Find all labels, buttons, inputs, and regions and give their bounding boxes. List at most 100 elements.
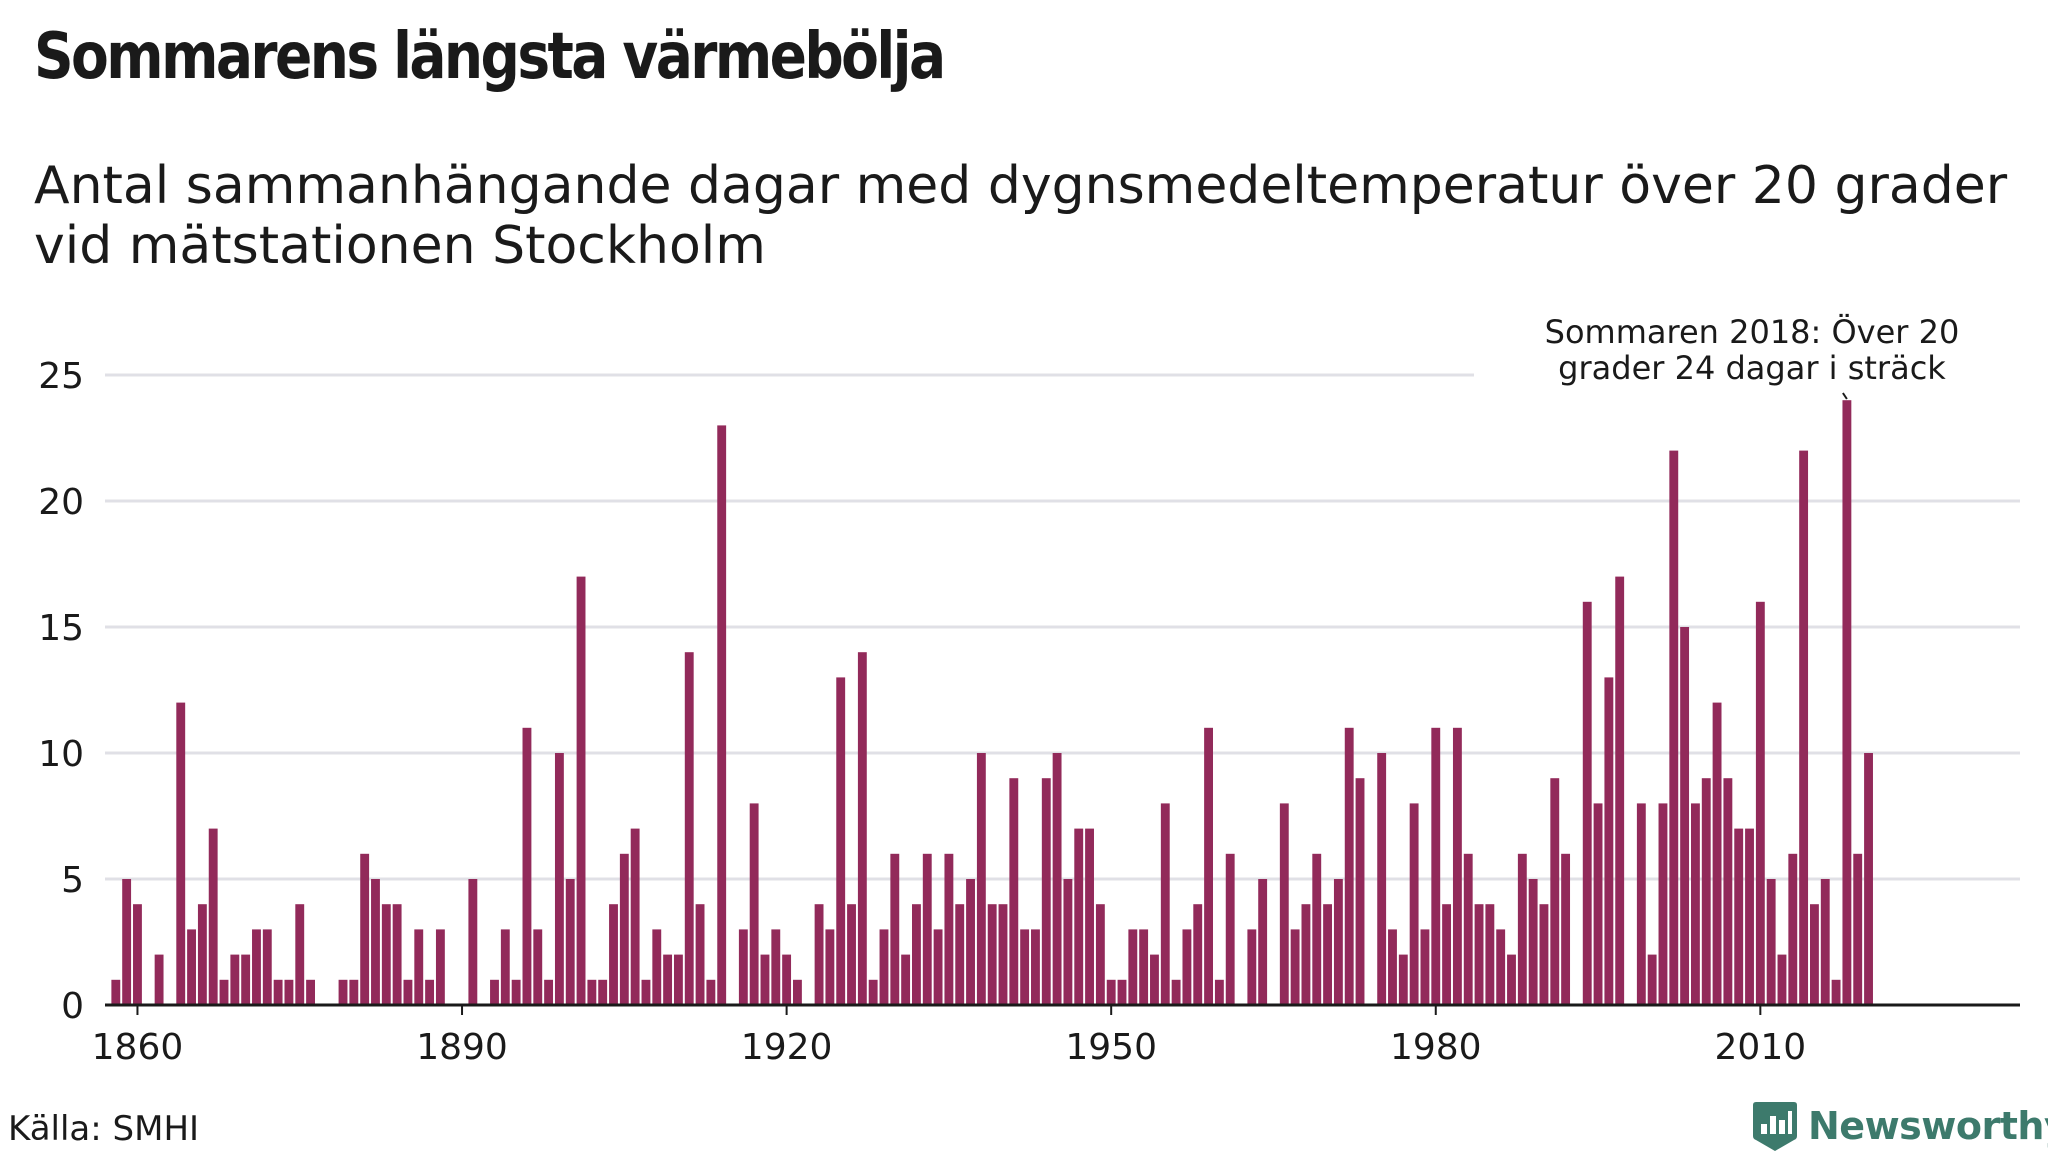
annotation-pointer	[1842, 392, 1848, 400]
bar	[1517, 853, 1527, 1005]
bar	[1496, 929, 1506, 1005]
bar	[1452, 727, 1462, 1005]
bar	[912, 904, 921, 1005]
bar	[652, 929, 662, 1005]
bar	[1604, 677, 1614, 1005]
bar	[760, 954, 770, 1005]
bar	[717, 425, 727, 1005]
x-tick-label: 1980	[1390, 1027, 1482, 1068]
bar	[133, 904, 142, 1005]
y-tick-label: 20	[38, 482, 84, 523]
y-tick-label: 15	[38, 608, 84, 649]
bar	[349, 979, 359, 1005]
bar	[1106, 979, 1116, 1005]
bar	[1171, 979, 1181, 1005]
bar	[1150, 954, 1159, 1005]
bar	[1831, 979, 1841, 1005]
bar	[749, 803, 759, 1005]
bar	[1474, 904, 1484, 1005]
x-tick-label: 1920	[741, 1027, 833, 1068]
bar	[1388, 929, 1397, 1005]
bar	[1214, 979, 1224, 1005]
bar	[619, 853, 629, 1005]
bar	[1139, 929, 1149, 1005]
bar	[1809, 904, 1819, 1005]
bar	[1323, 904, 1333, 1005]
bar	[1734, 828, 1744, 1005]
bar	[1701, 778, 1711, 1005]
bars	[111, 400, 1873, 1006]
bar	[868, 979, 878, 1005]
bar	[208, 828, 218, 1005]
annotation-background	[1474, 305, 2030, 391]
bar	[1052, 753, 1062, 1005]
bar	[1225, 853, 1235, 1005]
bar	[500, 929, 510, 1005]
bar	[976, 753, 986, 1005]
bar	[533, 929, 543, 1005]
bar	[1355, 778, 1365, 1005]
bar	[1723, 778, 1733, 1005]
bar	[1593, 803, 1603, 1005]
bar	[987, 904, 997, 1005]
bar	[219, 979, 229, 1005]
bar	[295, 904, 305, 1005]
bar	[1041, 778, 1051, 1005]
bar	[1377, 753, 1387, 1005]
bar	[284, 979, 294, 1005]
bar	[1247, 929, 1257, 1005]
bar	[1182, 929, 1192, 1005]
bar	[1485, 904, 1495, 1005]
bar	[1463, 853, 1473, 1005]
bar	[273, 979, 283, 1005]
bar	[403, 979, 413, 1005]
bar	[522, 727, 532, 1005]
bar	[1647, 954, 1657, 1005]
bar	[1507, 954, 1516, 1005]
bar	[262, 929, 272, 1005]
bar	[154, 954, 164, 1005]
bar	[1658, 803, 1668, 1005]
bar	[1788, 853, 1798, 1005]
bar	[1690, 803, 1700, 1005]
chart-subtitle: Antal sammanhängande dagar med dygnsmede…	[34, 156, 2008, 276]
bar	[814, 904, 824, 1005]
bar	[1431, 727, 1441, 1005]
bar	[197, 904, 207, 1005]
bar	[1085, 828, 1094, 1005]
bar	[684, 652, 694, 1005]
bar	[1020, 929, 1030, 1005]
bar	[1669, 450, 1679, 1006]
bar	[1712, 702, 1722, 1005]
source-note: Källa: SMHI	[8, 1109, 200, 1149]
bar	[468, 879, 478, 1005]
bar	[1799, 450, 1809, 1006]
bar	[381, 904, 391, 1005]
bar	[1009, 778, 1019, 1005]
bar	[176, 702, 186, 1005]
bar	[1258, 879, 1268, 1005]
y-tick-label: 10	[38, 734, 84, 775]
x-tick-label: 1860	[92, 1027, 184, 1068]
annotation-text: grader 24 dagar i sträck	[1558, 349, 1946, 387]
bar	[901, 954, 911, 1005]
bar	[1420, 929, 1430, 1005]
bar	[414, 929, 424, 1005]
bar	[1842, 400, 1852, 1005]
bar	[922, 853, 932, 1005]
bar	[576, 576, 586, 1005]
bar	[847, 904, 856, 1005]
bar	[1290, 929, 1300, 1005]
bar	[706, 979, 716, 1005]
bar	[587, 979, 597, 1005]
bar	[1344, 727, 1354, 1005]
bar	[1745, 828, 1754, 1005]
bar	[392, 904, 402, 1005]
bar	[1333, 879, 1343, 1005]
bar	[1128, 929, 1138, 1005]
x-tick-label: 2010	[1715, 1027, 1807, 1068]
bar	[1561, 853, 1571, 1005]
bar-chart-badge-icon	[1753, 1102, 1797, 1151]
